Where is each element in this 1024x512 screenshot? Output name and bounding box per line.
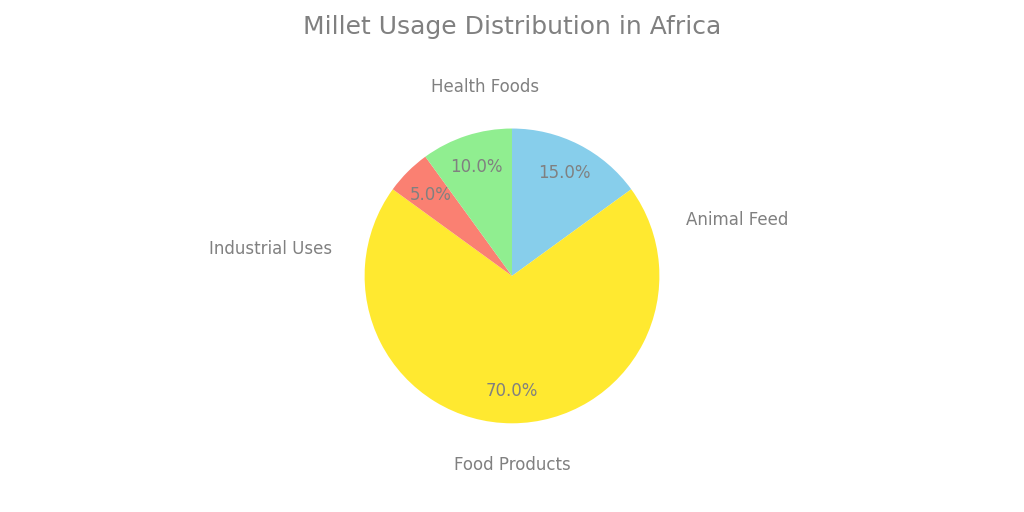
Text: 15.0%: 15.0%	[538, 164, 591, 182]
Text: Food Products: Food Products	[454, 456, 570, 474]
Wedge shape	[425, 129, 512, 276]
Text: 5.0%: 5.0%	[410, 186, 452, 204]
Text: 10.0%: 10.0%	[451, 158, 503, 176]
Wedge shape	[365, 189, 659, 423]
Wedge shape	[393, 157, 512, 276]
Text: Health Foods: Health Foods	[431, 78, 540, 96]
Text: 70.0%: 70.0%	[485, 382, 539, 400]
Wedge shape	[512, 129, 631, 276]
Title: Millet Usage Distribution in Africa: Millet Usage Distribution in Africa	[303, 15, 721, 39]
Text: Industrial Uses: Industrial Uses	[209, 241, 332, 259]
Text: Animal Feed: Animal Feed	[686, 211, 788, 229]
